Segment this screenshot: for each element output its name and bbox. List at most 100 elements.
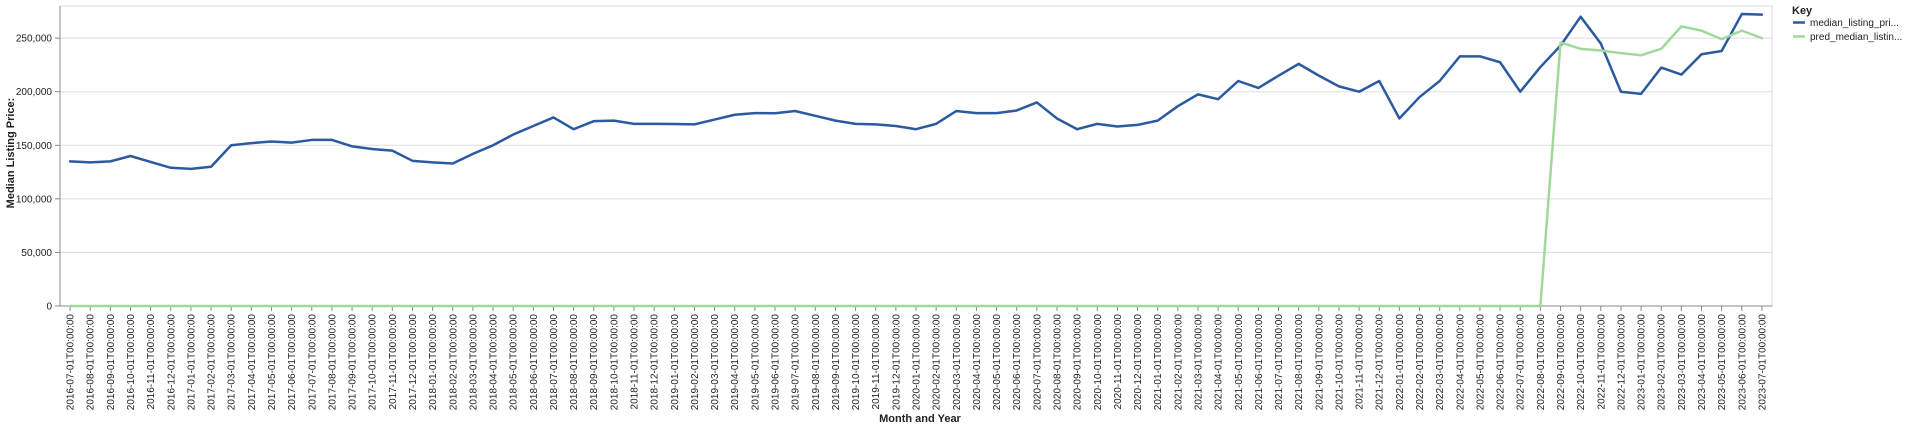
x-tick-label: 2018-02-01T00:00:00 <box>448 314 459 411</box>
y-tick-label: 250,000 <box>16 34 53 45</box>
x-tick-label: 2018-04-01T00:00:00 <box>489 314 500 411</box>
x-tick-label: 2023-05-01T00:00:00 <box>1717 314 1728 411</box>
x-tick-label: 2023-01-01T00:00:00 <box>1637 314 1648 411</box>
x-tick-label: 2018-10-01T00:00:00 <box>609 314 620 411</box>
series-line <box>68 25 1764 308</box>
x-tick-label: 2017-07-01T00:00:00 <box>307 314 318 411</box>
x-tick-label: 2018-08-01T00:00:00 <box>569 314 580 411</box>
x-tick-label: 2022-06-01T00:00:00 <box>1496 314 1507 411</box>
x-tick-label: 2019-03-01T00:00:00 <box>710 314 721 411</box>
x-tick-label: 2020-05-01T00:00:00 <box>992 314 1003 411</box>
x-tick-label: 2017-12-01T00:00:00 <box>408 314 419 411</box>
x-tick-label: 2022-10-01T00:00:00 <box>1576 314 1587 411</box>
x-tick-label: 2018-07-01T00:00:00 <box>549 314 560 411</box>
x-tick-label: 2020-08-01T00:00:00 <box>1052 314 1063 411</box>
x-tick-label: 2017-05-01T00:00:00 <box>267 314 278 411</box>
x-tick-label: 2016-11-01T00:00:00 <box>146 314 157 410</box>
x-tick-label: 2021-06-01T00:00:00 <box>1254 314 1265 411</box>
x-tick-label: 2022-08-01T00:00:00 <box>1536 314 1547 411</box>
x-tick-label: 2022-01-01T00:00:00 <box>1395 314 1406 411</box>
x-tick-label: 2016-07-01T00:00:00 <box>66 314 77 411</box>
series-lines <box>68 12 1764 308</box>
legend-label: median_listing_pri... <box>1810 18 1899 29</box>
x-tick-label: 2022-04-01T00:00:00 <box>1455 314 1466 411</box>
x-tick-label: 2017-06-01T00:00:00 <box>287 314 298 411</box>
x-tick-label: 2018-01-01T00:00:00 <box>428 314 439 411</box>
x-tick-label: 2020-06-01T00:00:00 <box>1012 314 1023 411</box>
legend-label: pred_median_listin... <box>1810 32 1902 43</box>
x-tick-label: 2022-03-01T00:00:00 <box>1435 314 1446 411</box>
x-tick-label: 2019-06-01T00:00:00 <box>771 314 782 411</box>
x-tick-label: 2017-11-01T00:00:00 <box>388 314 399 410</box>
x-tick-label: 2020-02-01T00:00:00 <box>932 314 943 411</box>
x-tick-label: 2021-08-01T00:00:00 <box>1294 314 1305 411</box>
x-axis-title: Month and Year <box>879 413 961 425</box>
x-tick-label: 2021-04-01T00:00:00 <box>1214 314 1225 411</box>
x-tick-label: 2018-05-01T00:00:00 <box>509 314 520 411</box>
series-line <box>68 12 1764 171</box>
x-tick-label: 2018-09-01T00:00:00 <box>589 314 600 411</box>
x-tick-label: 2019-11-01T00:00:00 <box>871 314 882 410</box>
x-tick-label: 2019-09-01T00:00:00 <box>831 314 842 411</box>
x-tick-label: 2023-03-01T00:00:00 <box>1677 314 1688 411</box>
y-tick-label: 0 <box>46 302 52 313</box>
x-tick-label: 2019-10-01T00:00:00 <box>851 314 862 411</box>
plot-frame <box>59 5 1773 307</box>
x-tick-label: 2016-12-01T00:00:00 <box>166 314 177 411</box>
x-tick-label: 2021-02-01T00:00:00 <box>1173 314 1184 411</box>
x-tick-label: 2021-10-01T00:00:00 <box>1334 314 1345 411</box>
y-axis: 0 50,000 100,000 150,000 200,000 250,000 <box>16 6 61 313</box>
x-tick-label: 2022-09-01T00:00:00 <box>1556 314 1567 411</box>
y-tick-label: 200,000 <box>16 87 53 98</box>
legend-title: Key <box>1792 5 1813 17</box>
x-tick-label: 2020-04-01T00:00:00 <box>972 314 983 411</box>
x-tick-label: 2017-01-01T00:00:00 <box>186 314 197 411</box>
x-tick-label: 2019-01-01T00:00:00 <box>670 314 681 411</box>
gridlines <box>59 5 1773 307</box>
x-tick-label: 2017-03-01T00:00:00 <box>227 314 238 411</box>
x-tick-label: 2019-12-01T00:00:00 <box>891 314 902 411</box>
x-tick-label: 2023-07-01T00:00:00 <box>1757 314 1768 411</box>
x-tick-label: 2019-04-01T00:00:00 <box>730 314 741 411</box>
x-tick-label: 2021-12-01T00:00:00 <box>1375 314 1386 411</box>
x-tick-label: 2021-01-01T00:00:00 <box>1153 314 1164 411</box>
x-tick-label: 2023-04-01T00:00:00 <box>1697 314 1708 411</box>
x-axis: 2016-07-01T00:00:00 2016-08-01T00:00:00 20… <box>60 305 1772 411</box>
legend: Key median_listing_pri... pred_median_lis… <box>1792 5 1902 43</box>
x-tick-label: 2020-07-01T00:00:00 <box>1032 314 1043 411</box>
x-tick-label: 2017-09-01T00:00:00 <box>348 314 359 411</box>
x-tick-label: 2020-11-01T00:00:00 <box>1113 314 1124 410</box>
x-tick-label: 2022-07-01T00:00:00 <box>1516 314 1527 411</box>
x-tick-label: 2017-02-01T00:00:00 <box>207 314 218 411</box>
x-tick-label: 2021-09-01T00:00:00 <box>1314 314 1325 411</box>
x-tick-label: 2020-09-01T00:00:00 <box>1073 314 1084 411</box>
x-tick-label: 2018-12-01T00:00:00 <box>650 314 661 411</box>
x-tick-label: 2020-10-01T00:00:00 <box>1093 314 1104 411</box>
x-tick-label: 2017-10-01T00:00:00 <box>368 314 379 411</box>
y-tick-label: 150,000 <box>16 141 53 152</box>
x-tick-label: 2019-08-01T00:00:00 <box>811 314 822 411</box>
x-tick-label: 2020-03-01T00:00:00 <box>952 314 963 411</box>
x-tick-label: 2019-07-01T00:00:00 <box>791 314 802 411</box>
x-tick-label: 2019-05-01T00:00:00 <box>750 314 761 411</box>
x-tick-label: 2018-06-01T00:00:00 <box>529 314 540 411</box>
x-tick-label: 2022-05-01T00:00:00 <box>1475 314 1486 411</box>
y-tick-label: 50,000 <box>21 248 52 259</box>
x-tick-label: 2019-02-01T00:00:00 <box>690 314 701 411</box>
x-tick-label: 2023-02-01T00:00:00 <box>1657 314 1668 411</box>
x-tick-label: 2017-08-01T00:00:00 <box>327 314 338 411</box>
x-tick-label: 2020-01-01T00:00:00 <box>912 314 923 411</box>
x-tick-label: 2021-07-01T00:00:00 <box>1274 314 1285 411</box>
x-tick-label: 2022-11-01T00:00:00 <box>1596 314 1607 410</box>
x-tick-label: 2020-12-01T00:00:00 <box>1133 314 1144 411</box>
x-tick-label: 2021-03-01T00:00:00 <box>1193 314 1204 411</box>
x-tick-label: 2022-12-01T00:00:00 <box>1616 314 1627 411</box>
x-tick-label: 2016-08-01T00:00:00 <box>86 314 97 411</box>
x-tick-label: 2022-02-01T00:00:00 <box>1415 314 1426 411</box>
x-tick-label: 2023-06-01T00:00:00 <box>1737 314 1748 411</box>
y-tick-label: 100,000 <box>16 194 53 205</box>
x-tick-label: 2018-03-01T00:00:00 <box>468 314 479 411</box>
x-tick-label: 2017-04-01T00:00:00 <box>247 314 258 411</box>
x-tick-label: 2016-10-01T00:00:00 <box>126 314 137 411</box>
